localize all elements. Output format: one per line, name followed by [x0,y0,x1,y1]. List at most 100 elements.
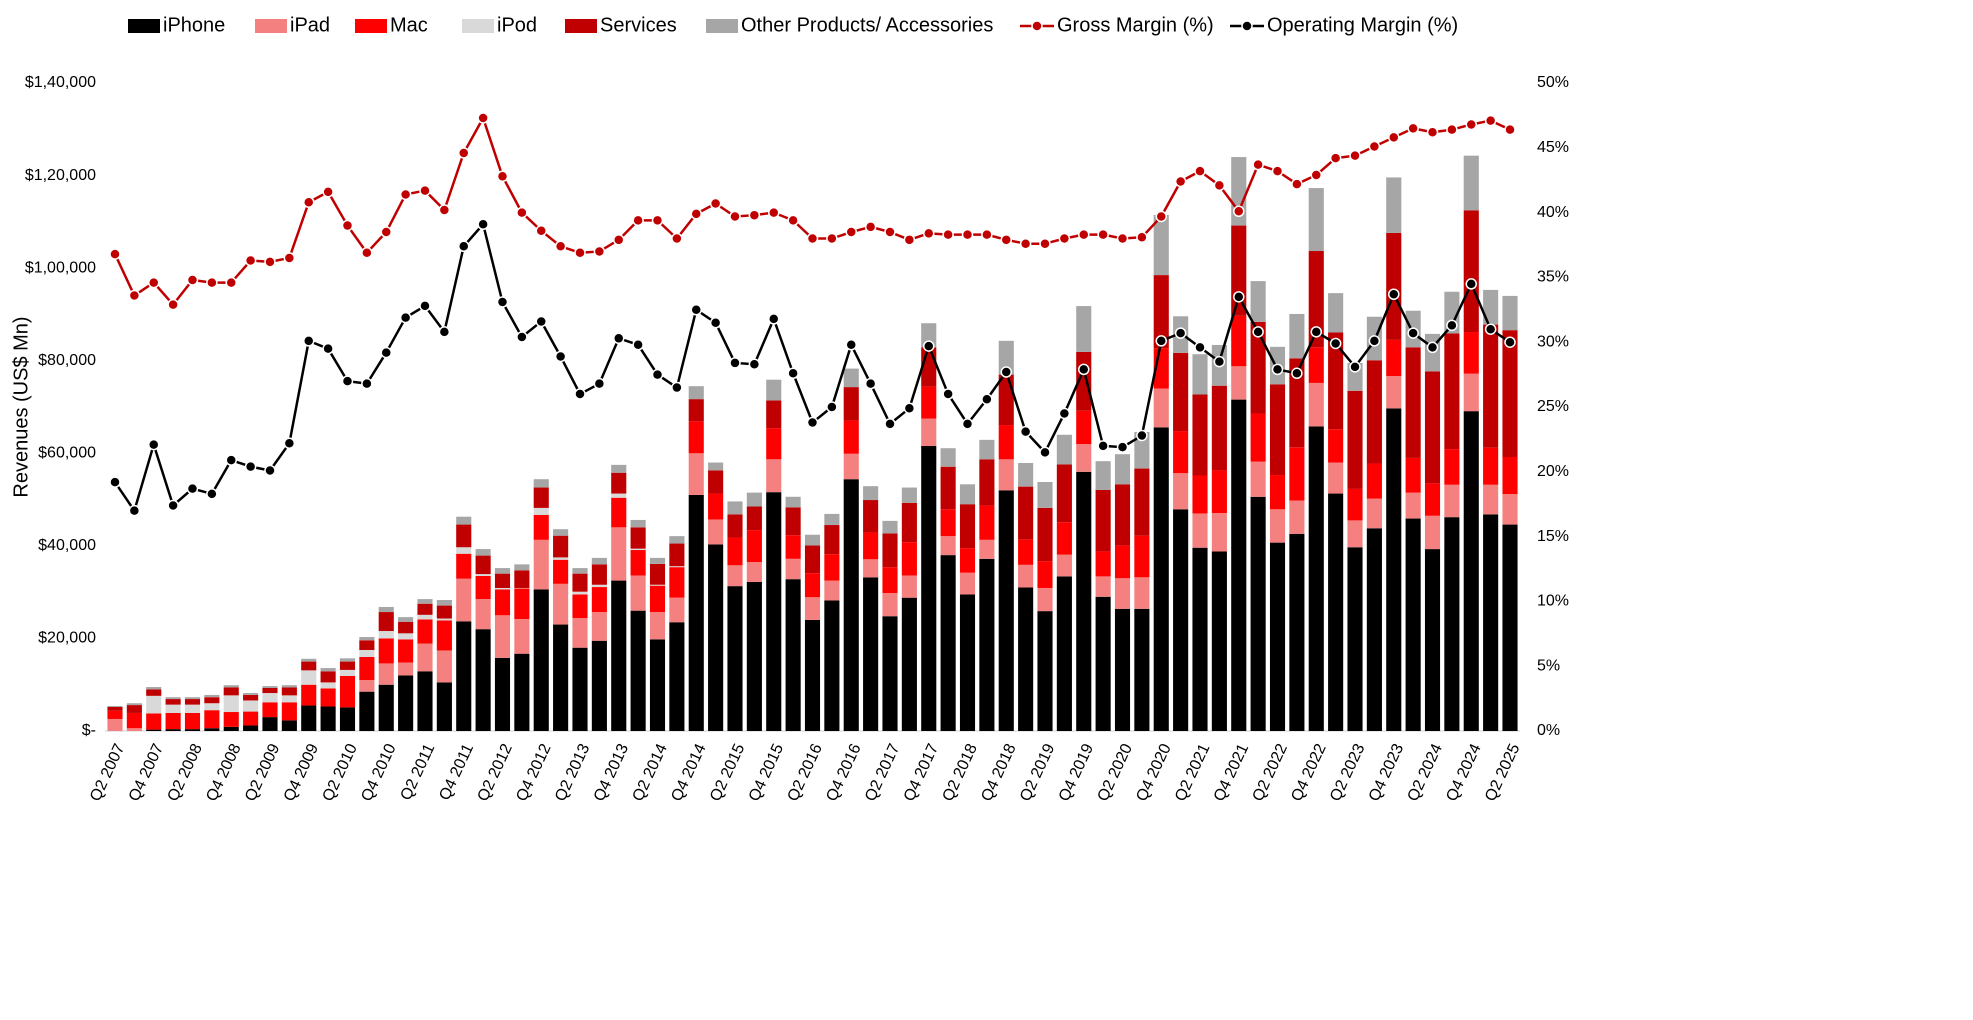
line-marker [167,298,179,311]
bar-segment [243,694,259,701]
line-marker [264,464,276,477]
line-marker [826,401,838,413]
bar-segment [766,379,782,401]
bar-segment [766,400,782,429]
x-tick-label: Q2 2014 [630,741,671,804]
line-marker [767,206,780,219]
bar-segment [398,621,414,634]
bar-segment [611,497,627,528]
bar-segment [766,492,782,731]
bar-segment [1056,464,1072,523]
line-marker [1116,232,1129,245]
bar-segment [921,323,937,348]
bar-segment [708,544,724,731]
bar-segment [649,584,666,586]
line-marker [109,476,121,488]
bar-segment [514,564,530,571]
line-marker [1019,237,1032,250]
x-tick-label: Q2 2012 [475,741,516,804]
bar-segment [591,564,607,585]
bar-segment [262,693,278,703]
bar-segment [146,687,162,690]
line-marker [826,232,838,245]
bar-segment [1037,561,1053,588]
bar-segment [243,700,259,712]
bar-segment [785,496,801,508]
line-marker [806,232,819,245]
x-tick-label: Q4 2020 [1133,741,1174,804]
bar-segment [1231,399,1247,731]
bar-segment [165,729,181,731]
bar-segment [204,703,220,711]
bar-segment [1308,426,1324,731]
bar-segment [553,535,569,558]
line-marker [961,418,974,430]
line-marker [380,226,392,238]
line-marker [651,368,664,381]
bar-segment [223,712,239,727]
bar-segment [1424,549,1441,731]
bar-segment [1502,295,1518,331]
bar-segment [126,728,142,731]
bar-segment [1366,463,1382,499]
line-marker [864,377,877,390]
bar-segment [591,587,607,613]
bar-segment [165,704,181,713]
bar-segment [456,524,472,548]
bar-segment [1192,394,1208,476]
bar-segment [1095,461,1111,490]
line-marker [1426,341,1439,354]
bar-segment [727,586,743,731]
bar-segment [863,500,879,533]
line-marker [884,226,896,238]
bar-segment [998,490,1014,731]
bar-segment [1483,324,1499,448]
bar-segment [1211,385,1227,471]
bar-segment [863,577,879,731]
line-marker [283,252,296,264]
bar-segment [1250,281,1266,322]
bar-segment [1095,489,1111,552]
bar-segment [998,340,1014,375]
x-tick-label: Q2 2019 [1017,741,1058,804]
bar-segment [1463,373,1479,412]
bar-segment [339,669,356,676]
line-marker [477,218,489,231]
line-marker [302,196,315,208]
line-marker [1446,319,1458,332]
bar-segment [301,684,317,706]
bar-segment [514,588,530,619]
bar-segment [417,671,433,731]
y2-tick-label: 0% [1537,722,1560,739]
bar-segment [1095,551,1111,577]
line-marker [1058,232,1071,245]
bar-segment [979,439,995,460]
bar-segment [901,597,917,731]
bar-segment [1308,347,1324,383]
y2-tick-label: 40% [1537,204,1569,221]
x-tick-label: Q4 2011 [436,741,477,803]
legend-swatch [128,19,160,33]
x-tick-label: Q4 2007 [126,741,167,804]
bar-segment [359,691,375,731]
line-marker [845,226,858,238]
bar-segment [688,494,704,731]
line-marker [244,460,257,473]
legend-label: Gross Margin (%) [1057,14,1214,36]
line-marker [1136,231,1148,243]
legend-label: iPhone [163,14,225,36]
line-marker [554,240,567,253]
bar-segment [649,557,666,564]
line-marker [942,228,954,241]
y-tick-label: $1,20,000 [25,167,96,184]
bar-segment [979,539,995,559]
bar-segment [436,600,452,606]
bar-segment [475,575,491,600]
bar-segment [901,542,917,576]
x-tick-label: Q4 2019 [1056,741,1097,804]
x-tick-label: Q2 2007 [87,741,128,804]
bar-segment [669,566,685,568]
line-marker [147,276,160,289]
bar-segment [572,618,588,648]
